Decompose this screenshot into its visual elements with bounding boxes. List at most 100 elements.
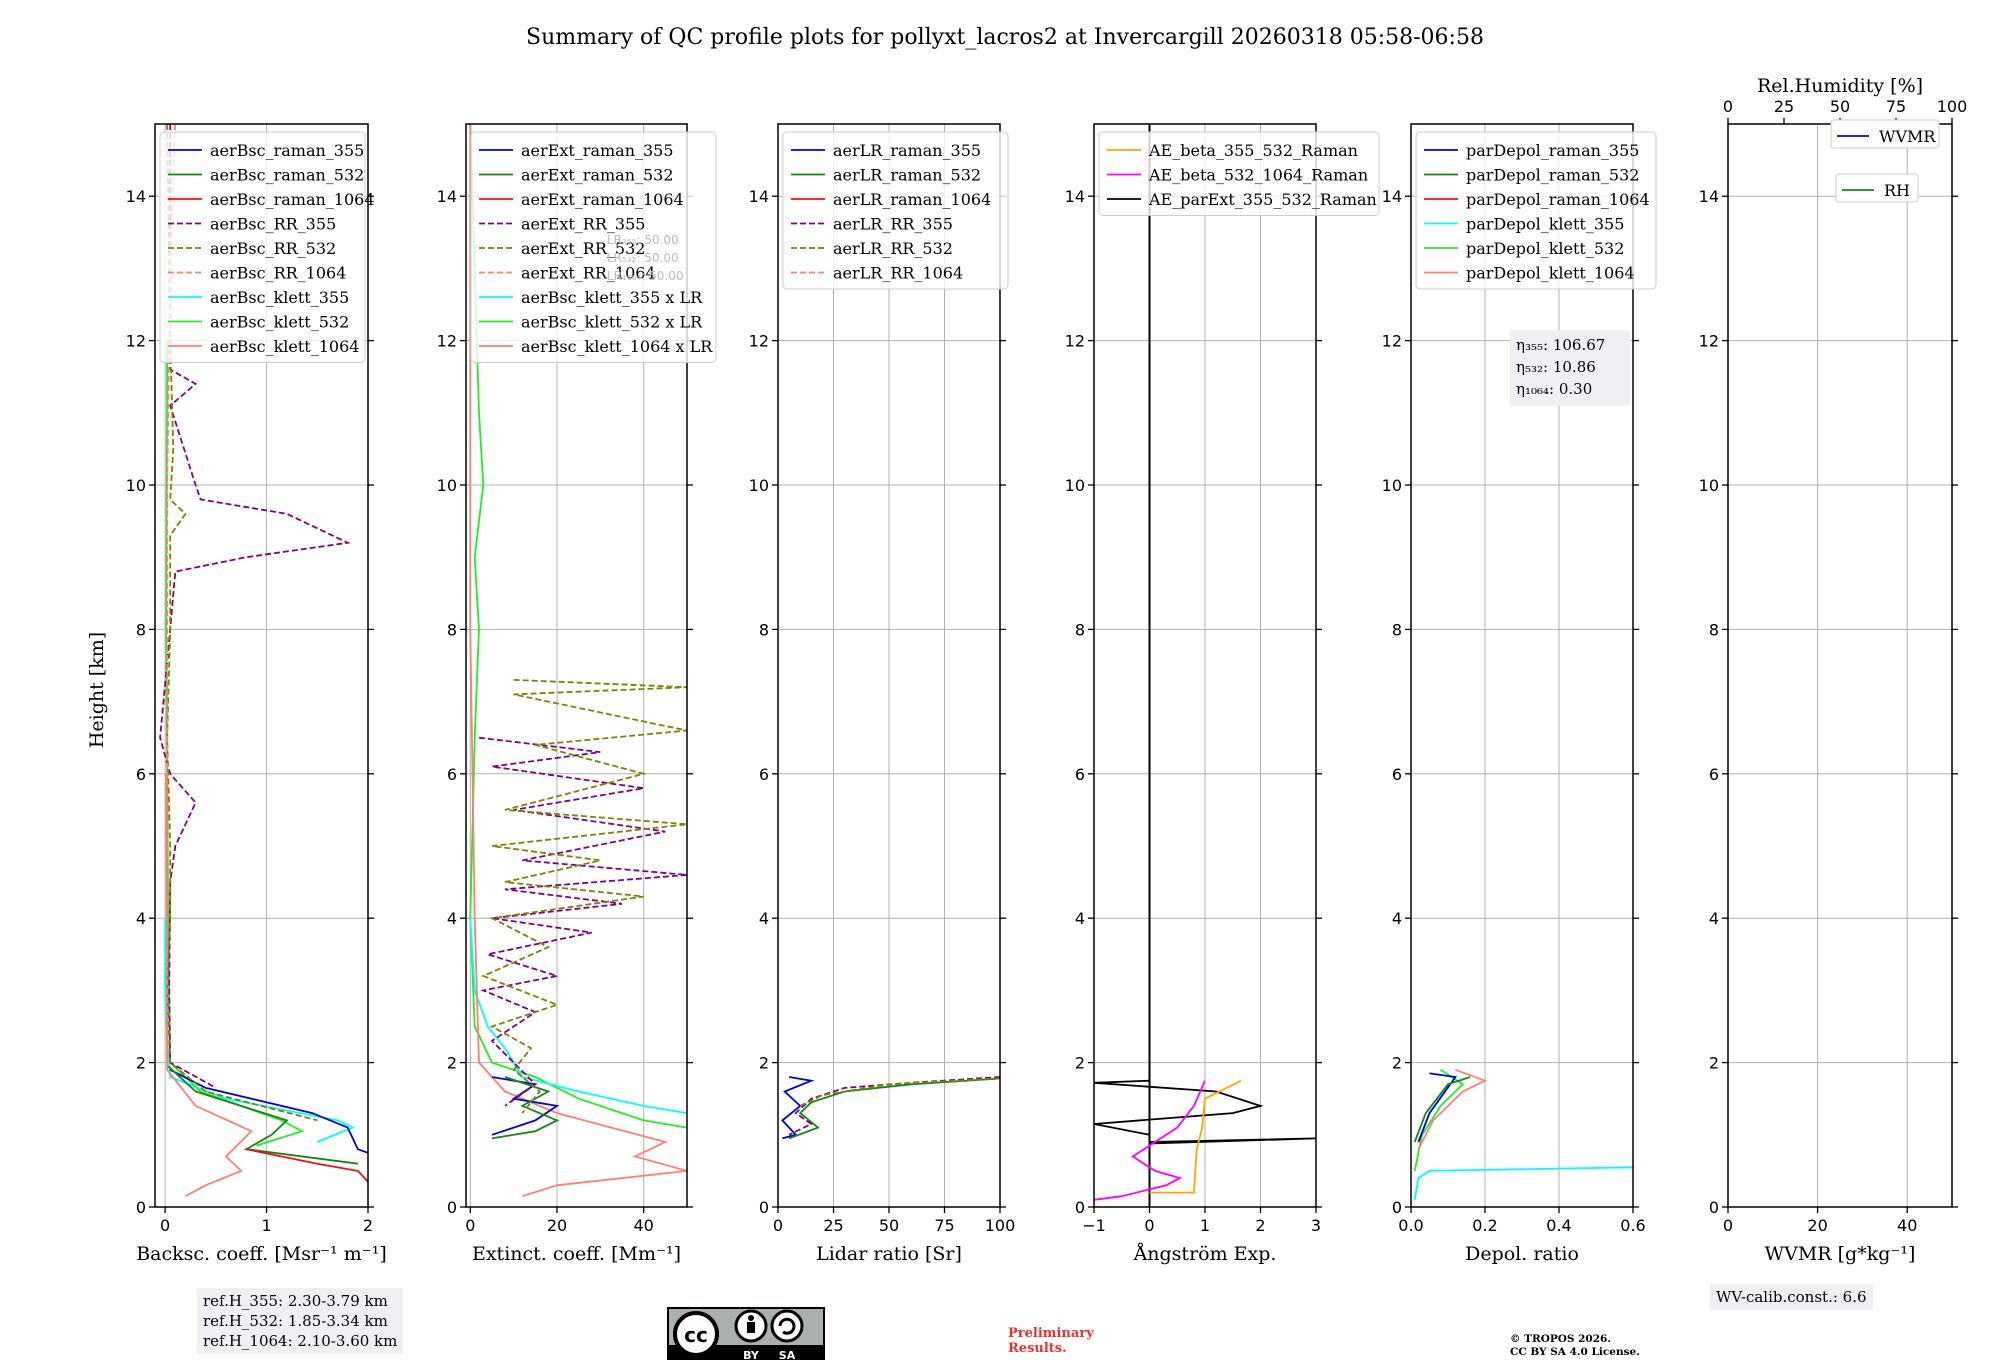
x-tick-label: 50 <box>879 1216 899 1235</box>
y-tick-label: 0 <box>447 1198 457 1217</box>
y-tick-label: 10 <box>437 476 457 495</box>
series-aerBsc_klett_1064 <box>165 773 253 1197</box>
y-tick-label: 2 <box>447 1054 457 1073</box>
x-axis-label: Depol. ratio <box>1465 1243 1579 1265</box>
ref-height-532: ref.H_532: 1.85-3.34 km <box>203 1312 388 1330</box>
legend-box <box>1835 173 1919 203</box>
series-AE_parExt_355_532_Raman <box>1094 124 1316 1207</box>
axes-frame <box>1727 123 1953 1208</box>
series-aerBsc_klett_355 x LR <box>469 918 687 1114</box>
legend-box <box>1098 131 1380 216</box>
legend-box <box>159 131 366 363</box>
series-group <box>469 124 687 1198</box>
legend-label: aerLR_raman_532 <box>833 166 981 185</box>
legend-label: aerLR_raman_355 <box>833 141 981 160</box>
axes-frame <box>154 123 369 1208</box>
x-axis-label: Lidar ratio [Sr] <box>816 1243 962 1265</box>
y-tick-label: 2 <box>759 1054 769 1073</box>
legend-label: aerLR_RR_532 <box>833 239 953 258</box>
y-tick-label: 6 <box>1392 765 1402 784</box>
y-tick-label: 10 <box>1065 476 1085 495</box>
legend-label: aerBsc_RR_532 <box>210 239 336 258</box>
legend-label: aerBsc_klett_355 <box>210 288 349 307</box>
y-tick-label: 8 <box>447 620 457 639</box>
y-tick-label: 12 <box>1065 332 1085 351</box>
series-aerLR_raman_532 <box>788 1077 1000 1140</box>
y-tick-label: 4 <box>1709 909 1719 928</box>
sa-share-icon <box>770 1309 804 1343</box>
series-aerBsc_raman_1064 <box>246 1148 368 1183</box>
legend-box <box>470 131 717 363</box>
x-axis-label: Ångström Exp. <box>1133 1243 1277 1265</box>
legend-box <box>1830 119 1940 149</box>
series-aerExt_RR_355 <box>478 736 687 1107</box>
legend-label: aerBsc_klett_1064 x LR <box>521 337 713 356</box>
x-tick-label: 20 <box>1807 1216 1827 1235</box>
copyright-note: © TROPOS 2026. CC BY SA 4.0 License. <box>1510 1333 1640 1359</box>
legend-label: aerExt_raman_1064 <box>521 190 684 209</box>
x-tick-label: 0 <box>1144 1216 1154 1235</box>
y-tick-label: 10 <box>126 476 146 495</box>
legend-label: aerBsc_RR_355 <box>210 215 336 234</box>
panel-lidar_ratio: 0 2 4 6 8 10 12 14 0 25 50 75 100 Lidar ratio [Sr] aer… <box>749 123 1015 1265</box>
cc-sa-text: SA <box>779 1349 796 1360</box>
x-tick-label: 0 <box>160 1216 170 1235</box>
y-tick-label: 4 <box>447 909 457 928</box>
y-tick-label: 10 <box>749 476 769 495</box>
lidar-ratio-label: LR₅₃₂: 50.00 <box>607 251 679 265</box>
legend-label: parDepol_klett_355 <box>1466 215 1624 234</box>
x-tick-label: 0 <box>1723 1216 1733 1235</box>
legend-label: aerBsc_raman_355 <box>210 141 364 160</box>
series-AE_beta_532_1064_Raman <box>1094 1080 1206 1201</box>
preliminary-results-note: Preliminary Results. <box>1008 1326 1094 1356</box>
y-tick-label: 8 <box>1075 620 1085 639</box>
y-tick-label: 14 <box>749 187 769 206</box>
y-tick-label: 14 <box>437 187 457 206</box>
x-tick-label: 2 <box>1255 1216 1265 1235</box>
top-tick-label: 50 <box>1830 97 1850 116</box>
legend-label: RH <box>1884 181 1910 200</box>
legend-label: aerExt_raman_355 <box>521 141 674 160</box>
series-group <box>1413 1068 1633 1200</box>
y-tick-label: 10 <box>1699 476 1719 495</box>
legend-label: aerBsc_RR_1064 <box>210 264 346 283</box>
y-tick-label: 0 <box>1709 1198 1719 1217</box>
ref-height-355: ref.H_355: 2.30-3.79 km <box>203 1292 388 1310</box>
reference-height-box: ref.H_355: 2.30-3.79 km ref.H_532: 1.85-… <box>197 1288 404 1354</box>
top-tick-label: 100 <box>1937 97 1968 116</box>
y-tick-label: 4 <box>136 909 146 928</box>
y-tick-label: 2 <box>1392 1054 1402 1073</box>
panel-depol: 0 2 4 6 8 10 12 14 0.0 0.2 0.4 0.6 Depol. ratio parDe… <box>1382 123 1657 1265</box>
panel-wv: 0 2 4 6 8 10 12 14 0 20 40 WVMR [g*kg⁻¹] 0 25 50 75 100 R… <box>1699 75 1968 1265</box>
y-tick-label: 14 <box>1699 187 1719 206</box>
eta-label: η₃₅₅: 106.67 <box>1516 336 1605 354</box>
x-tick-label: 0 <box>465 1216 475 1235</box>
y-tick-label: 10 <box>1382 476 1402 495</box>
cc-mark-text: cc <box>684 1323 708 1347</box>
legend-label: AE_beta_532_1064_Raman <box>1148 166 1368 185</box>
y-tick-label: 2 <box>1075 1054 1085 1073</box>
y-tick-label: 6 <box>759 765 769 784</box>
legend-label: aerBsc_klett_532 <box>210 313 349 332</box>
series-aerBsc_klett_1064 x LR <box>469 124 687 1198</box>
legend-label: WVMR <box>1879 127 1936 146</box>
series-parDepol_klett_1064 <box>1417 1068 1488 1150</box>
eta-box <box>1510 330 1630 406</box>
y-axis-label: Height [km] <box>86 632 108 748</box>
y-tick-label: 12 <box>437 332 457 351</box>
top-axis-label: Rel.Humidity [%] <box>1757 75 1923 97</box>
series-parDepol_raman_355 <box>1417 1072 1458 1143</box>
x-axis-label: Backsc. coeff. [Msr⁻¹ m⁻¹] <box>136 1243 387 1265</box>
legend-box <box>782 131 1009 290</box>
x-tick-label: 20 <box>547 1216 567 1235</box>
series-aerExt_RR_532 <box>480 679 687 1114</box>
x-tick-label: 0 <box>773 1216 783 1235</box>
legend-label: parDepol_klett_1064 <box>1466 264 1635 283</box>
y-tick-label: 2 <box>1709 1054 1719 1073</box>
wv-calib-box: WV-calib.const.: 6.6 <box>1710 1284 1873 1310</box>
y-tick-label: 6 <box>136 765 146 784</box>
series-parDepol_raman_532 <box>1413 1076 1471 1143</box>
x-tick-label: −1 <box>1082 1216 1106 1235</box>
legend-label: aerExt_RR_1064 <box>521 264 656 283</box>
